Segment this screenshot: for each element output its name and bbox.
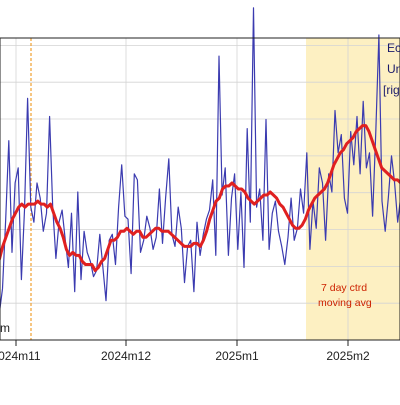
x-tick-label: 2025m2	[326, 349, 370, 363]
x-tick-label: 2024m11	[0, 349, 41, 363]
series-line-moving-avg	[0, 124, 400, 272]
shaded-region-label-line-1: Eco	[387, 41, 400, 55]
left-edge-fragment: m	[0, 321, 10, 335]
x-tick-label: 2025m1	[215, 349, 259, 363]
shaded-region-label-line-2: Un	[387, 62, 400, 76]
ma-annotation-line-1: 7 day ctrd	[321, 282, 367, 294]
plot-frame	[0, 37, 400, 341]
shaded-region	[306, 38, 400, 340]
x-tick-label: 2024m12	[101, 349, 151, 363]
shaded-region-label-line-3: [rig	[383, 83, 400, 97]
ma-annotation-line-2: moving avg	[318, 297, 372, 309]
series-line-daily	[0, 7, 400, 313]
series-layer	[0, 7, 400, 313]
x-axis: 2024m11 2024m12 2025m1 2025m2	[0, 340, 370, 363]
